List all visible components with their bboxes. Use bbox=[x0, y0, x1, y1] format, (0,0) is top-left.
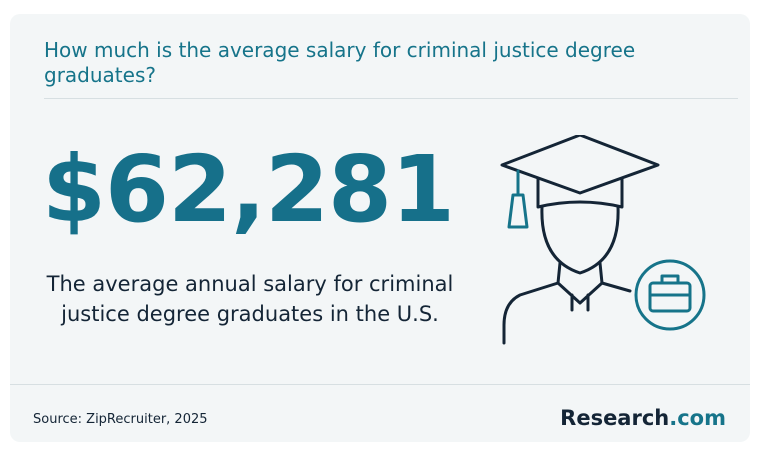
brand-name: Research bbox=[560, 406, 670, 430]
card: How much is the average salary for crimi… bbox=[10, 14, 750, 442]
brand-suffix: .com bbox=[669, 406, 726, 430]
footer-divider bbox=[10, 384, 750, 385]
divider bbox=[44, 98, 738, 99]
source: Source: ZipRecruiter, 2025 bbox=[33, 412, 208, 427]
brand: Research.com bbox=[560, 406, 726, 430]
title: How much is the average salary for crimi… bbox=[44, 38, 636, 87]
salary-value: $62,281 bbox=[42, 136, 455, 243]
graduate-icon bbox=[500, 135, 706, 345]
salary-description: The average annual salary for criminal j… bbox=[46, 272, 454, 326]
